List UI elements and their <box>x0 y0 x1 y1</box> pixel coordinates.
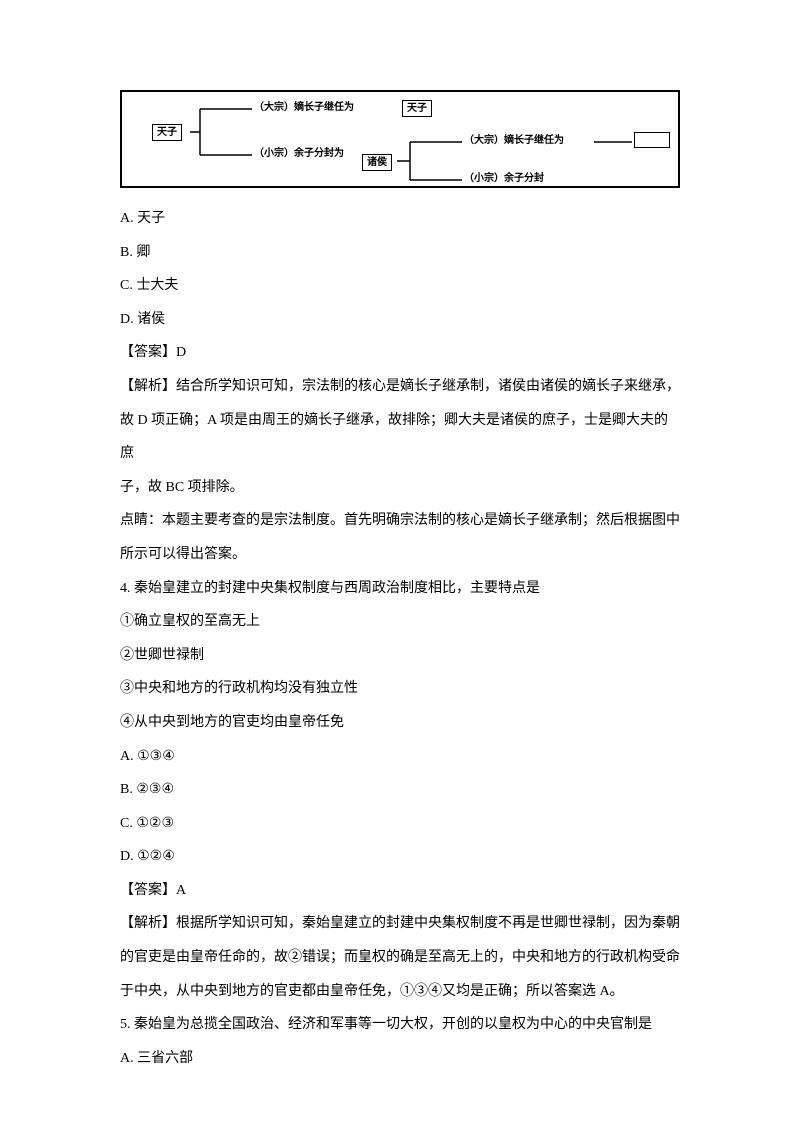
diagram-sub-top-label: （大宗）嫡长子继任为 <box>464 135 564 147</box>
q4-item-4: ④从中央到地方的官吏均由皇帝任免 <box>120 706 680 740</box>
q4-item-3: ③中央和地方的行政机构均没有独立性 <box>120 672 680 706</box>
answer-4: 【答案】A <box>120 874 680 908</box>
q4-item-1: ①确立皇权的至高无上 <box>120 605 680 639</box>
option-b: B. 卿 <box>120 236 680 270</box>
explain-4-l3: 于中央，从中央到地方的官吏都由皇帝任免，①③④又均是正确；所以答案选 A。 <box>120 975 680 1009</box>
explain-4-l1: 【解析】根据所学知识可知，秦始皇建立的封建中央集权制度不再是世卿世禄制，因为秦朝 <box>120 907 680 941</box>
diagram-top-box: 天子 <box>402 100 432 117</box>
diagram-bottom-label: （小宗）余子分封为 <box>254 148 344 160</box>
diagram-mid-box: 诸侯 <box>362 154 392 171</box>
q4-opt-b: B. ②③④ <box>120 773 680 807</box>
q5-opt-a: A. 三省六部 <box>120 1042 680 1076</box>
q4-item-2: ②世卿世禄制 <box>120 639 680 673</box>
note-3-l1: 点睛：本题主要考查的是宗法制度。首先明确宗法制的核心是嫡长子继承制；然后根据图中 <box>120 504 680 538</box>
explain-3-l1: 【解析】结合所学知识可知，宗法制的核心是嫡长子继承制，诸侯由诸侯的嫡长子来继承， <box>120 370 680 404</box>
diagram-sub-bottom-label: （小宗）余子分封 <box>464 173 544 185</box>
q5-stem: 5. 秦始皇为总揽全国政治、经济和军事等一切大权，开创的以皇权为中心的中央官制是 <box>120 1008 680 1042</box>
q4-opt-a: A. ①③④ <box>120 740 680 774</box>
option-a: A. 天子 <box>120 202 680 236</box>
diagram-root-box: 天子 <box>152 124 182 141</box>
explain-4-l2: 的官吏是由皇帝任命的，故②错误；而皇权的确是至高无上的，中央和地方的行政机构受命 <box>120 941 680 975</box>
explain-3-l3: 子，故 BC 项排除。 <box>120 471 680 505</box>
inheritance-diagram: 天子 （大宗）嫡长子继任为 天子 （小宗）余子分封为 诸侯 （大宗）嫡长子继任为… <box>120 90 680 188</box>
answer-3: 【答案】D <box>120 336 680 370</box>
option-c: C. 士大夫 <box>120 269 680 303</box>
note-3-l2: 所示可以得出答案。 <box>120 538 680 572</box>
explain-3-l2: 故 D 项正确；A 项是由周王的嫡长子继承，故排除；卿大夫是诸侯的庶子，士是卿大… <box>120 404 680 471</box>
option-d: D. 诸侯 <box>120 303 680 337</box>
q4-opt-c: C. ①②③ <box>120 807 680 841</box>
q4-stem: 4. 秦始皇建立的封建中央集权制度与西周政治制度相比，主要特点是 <box>120 572 680 606</box>
diagram-top-label: （大宗）嫡长子继任为 <box>254 102 354 114</box>
diagram-answer-blank-box <box>634 132 670 148</box>
q4-opt-d: D. ①②④ <box>120 840 680 874</box>
document-body: A. 天子 B. 卿 C. 士大夫 D. 诸侯 【答案】D 【解析】结合所学知识… <box>120 202 680 1075</box>
